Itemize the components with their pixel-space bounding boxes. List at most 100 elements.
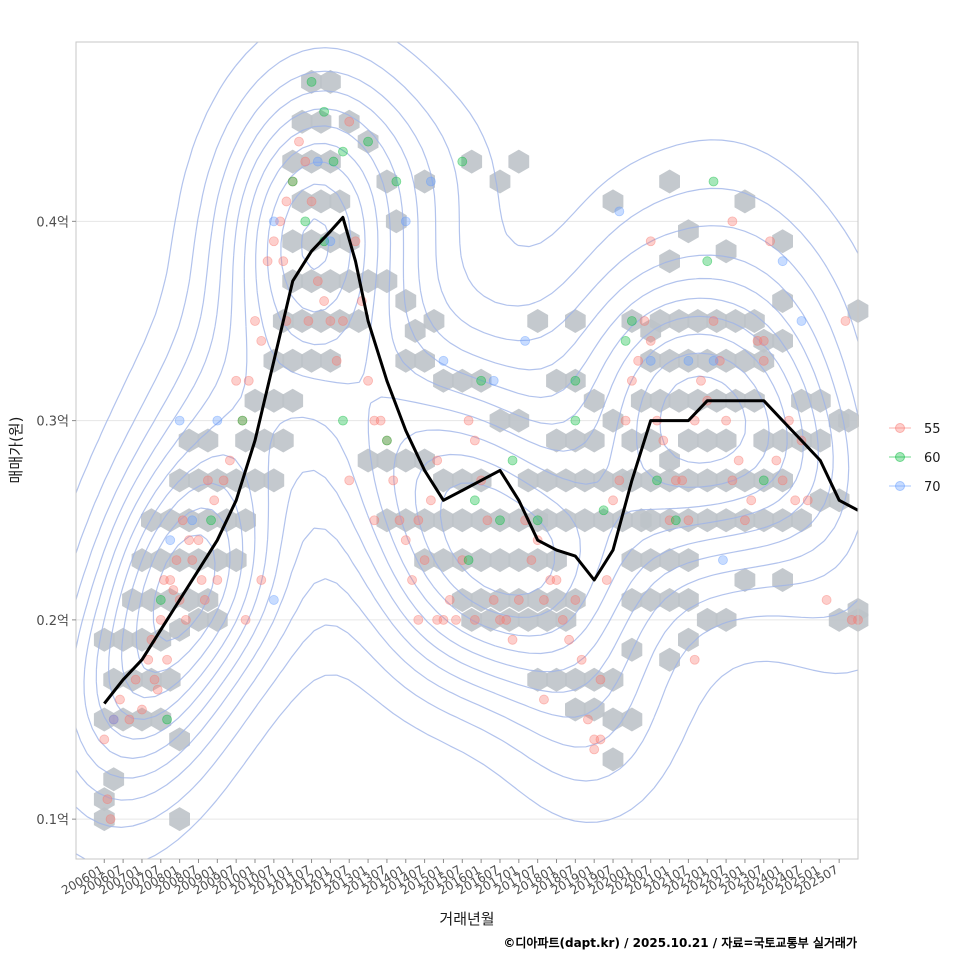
point-55-127 bbox=[199, 595, 210, 605]
point-55-1 bbox=[102, 794, 113, 805]
point-55-80 bbox=[570, 595, 581, 605]
point-55-133 bbox=[369, 515, 380, 526]
point-60-17 bbox=[495, 515, 505, 526]
hexbin-cell-7 bbox=[150, 707, 172, 732]
hexbin-cell-33 bbox=[178, 508, 200, 533]
point-55-107 bbox=[740, 515, 750, 526]
hexbin-cell-5 bbox=[112, 707, 134, 732]
hexbin-cell-221 bbox=[772, 428, 793, 453]
point-55-24 bbox=[224, 455, 235, 466]
hexbin-cell-209 bbox=[621, 588, 643, 612]
hexbin-cell-227 bbox=[753, 328, 775, 353]
point-55-118 bbox=[821, 595, 832, 605]
point-60-29 bbox=[382, 435, 392, 446]
density-contour-3 bbox=[75, 70, 859, 801]
hexbin-cell-79 bbox=[301, 69, 322, 94]
point-55-26 bbox=[237, 415, 248, 426]
point-55-124 bbox=[152, 684, 163, 695]
point-60-13 bbox=[463, 555, 474, 565]
panel-border bbox=[75, 41, 859, 860]
point-55-35 bbox=[287, 176, 298, 187]
point-55-94 bbox=[658, 435, 669, 446]
hexbin-cell-249 bbox=[423, 309, 445, 333]
hexbin-cell-59 bbox=[348, 309, 369, 333]
hexbin-cell-131 bbox=[527, 667, 549, 692]
hexbin-cell-193 bbox=[734, 468, 756, 493]
hexbin-cell-188 bbox=[640, 468, 662, 493]
point-55-52 bbox=[394, 515, 405, 526]
legend-key-60 bbox=[895, 452, 905, 462]
point-55-135 bbox=[432, 614, 443, 625]
hexbin-cell-134 bbox=[583, 667, 605, 692]
point-55-122 bbox=[162, 654, 172, 665]
point-55-83 bbox=[589, 734, 600, 745]
hexbin-cell-54 bbox=[320, 348, 341, 373]
point-55-4 bbox=[115, 694, 125, 705]
y-tick-label-1: 0.2억 bbox=[36, 614, 69, 629]
density-contour-2 bbox=[75, 47, 859, 828]
point-60-14 bbox=[469, 495, 480, 506]
hexbin-cell-56 bbox=[291, 309, 313, 333]
hexbin-cell-38 bbox=[188, 468, 209, 493]
hexbin-cell-74 bbox=[320, 149, 341, 174]
point-70-2 bbox=[174, 415, 185, 426]
point-55-64 bbox=[469, 435, 480, 446]
point-55-49 bbox=[375, 415, 386, 426]
point-55-108 bbox=[746, 495, 757, 506]
density-contour-5 bbox=[83, 108, 834, 759]
legend-label-60: 60 bbox=[924, 451, 941, 466]
point-55-48 bbox=[369, 415, 380, 426]
hexbin-cell-11 bbox=[141, 667, 162, 692]
hexbin-cell-141 bbox=[517, 468, 539, 493]
hexbin-cell-18 bbox=[188, 607, 209, 632]
point-55-89 bbox=[626, 375, 637, 386]
y-axis-title: 매매가(원) bbox=[7, 417, 25, 484]
hexbin-cell-24 bbox=[197, 588, 219, 612]
point-55-132 bbox=[344, 475, 355, 486]
point-55-60 bbox=[444, 595, 455, 605]
point-55-98 bbox=[683, 515, 694, 526]
hexbin-cell-153 bbox=[546, 428, 567, 453]
point-55-66 bbox=[482, 515, 493, 526]
hexbin-cell-8 bbox=[169, 727, 190, 752]
point-55-90 bbox=[633, 355, 644, 366]
point-55-42 bbox=[331, 355, 342, 366]
hexbin-cell-31 bbox=[141, 508, 162, 533]
point-60-27 bbox=[758, 475, 769, 486]
point-55-100 bbox=[696, 375, 706, 386]
hexbin-cell-53 bbox=[301, 348, 322, 373]
hexbin-cell-244 bbox=[659, 169, 680, 194]
point-55-56 bbox=[419, 555, 430, 565]
hexbin-cell-216 bbox=[734, 568, 756, 592]
point-55-115 bbox=[790, 495, 801, 506]
hexbin-cell-21 bbox=[141, 588, 162, 612]
hexbin-cell-83 bbox=[414, 169, 435, 194]
hexbin-cell-211 bbox=[659, 588, 680, 612]
point-55-54 bbox=[407, 575, 417, 585]
point-55-79 bbox=[564, 634, 574, 645]
density-contour-1 bbox=[75, 41, 859, 860]
hexbin-cell-112 bbox=[451, 548, 473, 573]
point-55-51 bbox=[388, 475, 399, 486]
point-60-18 bbox=[507, 455, 518, 466]
hexbin-cell-97 bbox=[414, 448, 435, 473]
hexbin-cell-208 bbox=[678, 548, 699, 573]
hexbin-cell-148 bbox=[555, 508, 577, 533]
point-55-53 bbox=[400, 535, 411, 546]
hexbin-cell-194 bbox=[753, 468, 775, 493]
hexbin-cell-205 bbox=[621, 548, 643, 573]
hexbin-cell-114 bbox=[489, 548, 511, 573]
point-55-3 bbox=[108, 714, 119, 725]
point-70-17 bbox=[777, 256, 788, 267]
hexbin-cell-48 bbox=[244, 388, 266, 413]
hexbin-cell-119 bbox=[470, 588, 492, 612]
point-60-12 bbox=[457, 156, 468, 167]
point-60-19 bbox=[570, 375, 581, 386]
point-55-120 bbox=[846, 614, 857, 625]
legend-label-70: 70 bbox=[924, 480, 941, 495]
point-55-128 bbox=[240, 614, 251, 625]
hexbin-cell-204 bbox=[791, 508, 812, 533]
point-55-143 bbox=[645, 236, 656, 247]
point-55-109 bbox=[752, 336, 763, 346]
point-55-17 bbox=[187, 555, 198, 565]
